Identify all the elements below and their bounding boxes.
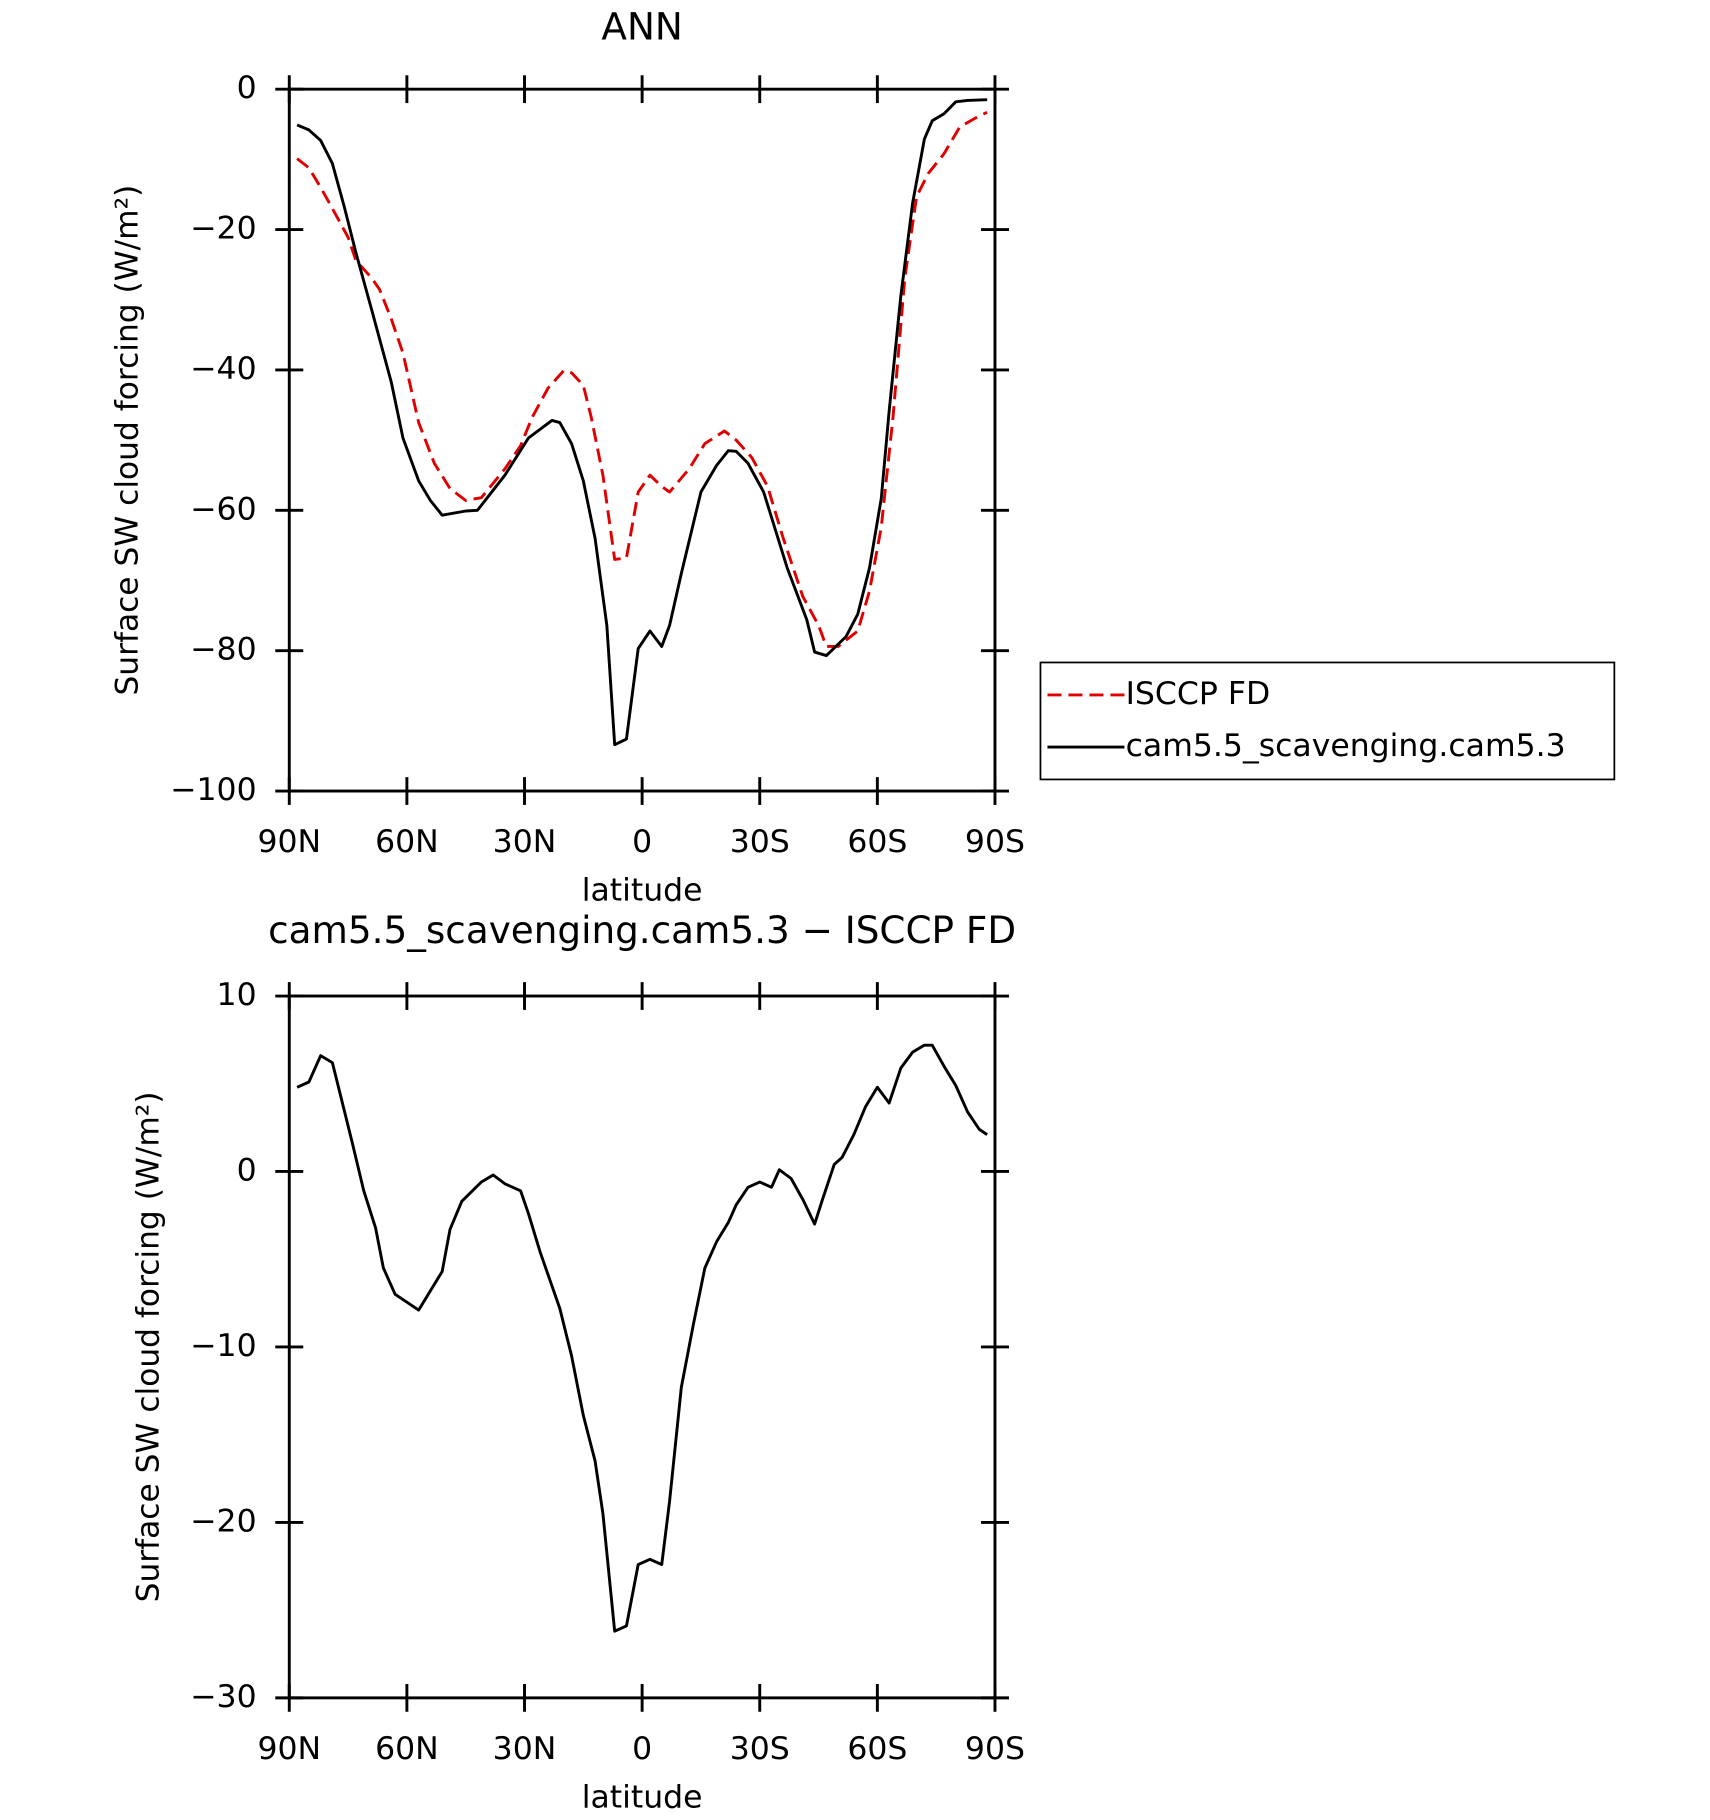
chart-title: cam5.5_scavenging.cam5.3 − ISCCP FD <box>268 908 1016 952</box>
plot-frame <box>287 87 997 793</box>
y-tick-label: 0 <box>237 70 257 106</box>
y-tick-label: 0 <box>237 1153 257 1189</box>
x-tick-label: 60N <box>375 824 439 860</box>
x-tick-label: 30S <box>730 824 790 860</box>
x-tick-label: 90N <box>257 1731 321 1767</box>
legend-box <box>1039 661 1616 781</box>
y-tick-label: −60 <box>190 491 256 527</box>
y-tick-label: −100 <box>170 772 256 808</box>
legend-label: cam5.5_scavenging.cam5.3 <box>1126 728 1566 764</box>
x-tick-label: 30N <box>493 1731 557 1767</box>
y-tick-label: −30 <box>190 1679 256 1715</box>
x-tick-label: 30S <box>730 1731 790 1767</box>
x-tick-label: 0 <box>632 824 652 860</box>
y-axis-title: Surface SW cloud forcing (W/m²) <box>109 185 145 696</box>
data-line <box>296 111 988 648</box>
legend-label: ISCCP FD <box>1126 676 1271 712</box>
x-tick-label: 90S <box>965 1731 1025 1767</box>
y-axis-title: Surface SW cloud forcing (W/m²) <box>130 1091 166 1602</box>
chart-title: ANN <box>601 5 682 49</box>
y-tick-label: −10 <box>190 1328 256 1364</box>
y-tick-label: −80 <box>190 632 256 668</box>
x-axis-title: latitude <box>582 1780 703 1816</box>
data-line <box>296 98 988 747</box>
x-tick-label: 90S <box>965 824 1025 860</box>
y-tick-label: −20 <box>190 1503 256 1539</box>
y-tick-label: −40 <box>190 351 256 387</box>
y-tick-label: −20 <box>190 211 256 247</box>
x-tick-label: 60N <box>375 1731 439 1767</box>
x-tick-label: 30N <box>493 824 557 860</box>
x-axis-title: latitude <box>582 873 703 909</box>
x-tick-label: 90N <box>257 824 321 860</box>
plot-frame <box>287 994 997 1700</box>
x-tick-label: 0 <box>632 1731 652 1767</box>
x-tick-label: 60S <box>847 824 907 860</box>
data-line <box>296 1043 988 1633</box>
x-tick-label: 60S <box>847 1731 907 1767</box>
y-tick-label: 10 <box>217 977 257 1013</box>
